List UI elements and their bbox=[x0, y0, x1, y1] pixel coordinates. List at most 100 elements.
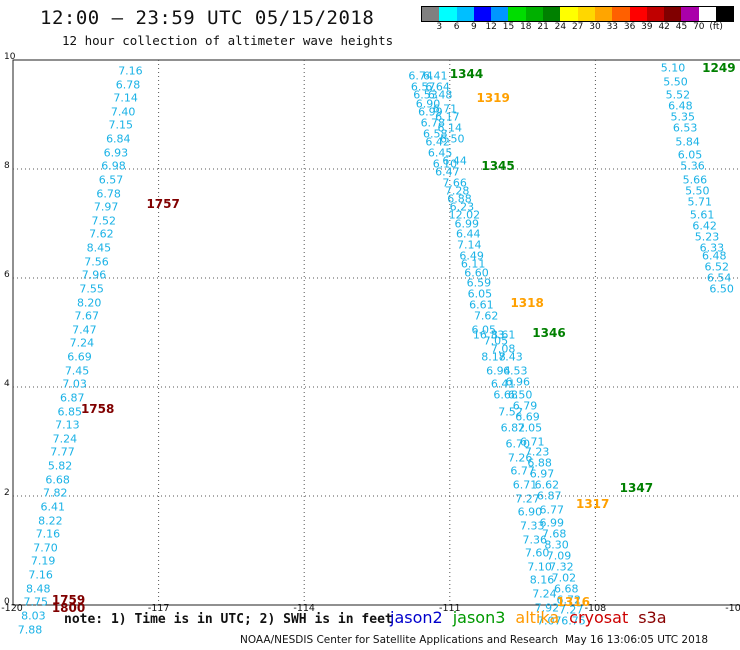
wave-height-map: 7.16 6.78 7.14 7.40 7.15 6.84 6.93 6.98 6.57 6.78… bbox=[12, 59, 740, 635]
legend-label: (ft) bbox=[709, 22, 723, 32]
generated-timestamp: May 16 13:06:05 UTC 2018 bbox=[565, 634, 709, 646]
wave-height-value: 6.50 bbox=[709, 282, 734, 296]
wave-height-value: 6.53 bbox=[503, 364, 528, 378]
legend-swatch bbox=[594, 7, 613, 21]
wave-height-value: 5.61 bbox=[689, 208, 715, 222]
wave-height-value: 16.33 bbox=[472, 328, 505, 342]
page-subtitle: 12 hour collection of altimeter wave hei… bbox=[62, 33, 394, 48]
wave-height-value: 7.40 bbox=[110, 105, 136, 119]
wave-height-value: 6.59 bbox=[466, 276, 492, 290]
map-grid bbox=[12, 59, 740, 606]
wave-height-value: 6.71 bbox=[512, 478, 538, 492]
wave-height-value: 6.74 bbox=[408, 69, 433, 83]
wave-height-value: 6.17 bbox=[435, 110, 460, 124]
legend-swatch bbox=[508, 7, 526, 21]
wave-height-value: 7.62 bbox=[89, 227, 114, 241]
wave-height-value: 7.09 bbox=[546, 549, 572, 563]
wave-height-value: 6.69 bbox=[515, 410, 540, 424]
lat-tick-label: 0 bbox=[4, 597, 10, 607]
wave-height-value: 6.48 bbox=[702, 249, 727, 263]
wave-height-value: 6.54 bbox=[706, 271, 732, 285]
legend-label: 27 bbox=[571, 22, 584, 32]
legend-swatch bbox=[473, 7, 492, 21]
wave-height-value: 6.48 bbox=[668, 99, 693, 113]
legend-swatch bbox=[612, 7, 630, 21]
lon-tick-label: -111 bbox=[439, 603, 461, 614]
wave-height-value: 8.16 bbox=[529, 573, 555, 587]
wave-height-value: 8.48 bbox=[25, 582, 51, 596]
wave-height-value: 6.42 bbox=[425, 135, 450, 149]
legend-swatch bbox=[629, 7, 647, 21]
credit-line: NOAA/NESDIS Center for Satellite Applica… bbox=[240, 634, 558, 646]
wave-height-value: 5.82 bbox=[47, 459, 73, 473]
wave-height-value: 6.58 bbox=[422, 127, 448, 141]
legend-label: 42 bbox=[658, 22, 670, 32]
pass-time-label: 1346 bbox=[532, 325, 566, 340]
wave-height-value: 6.72 bbox=[556, 593, 581, 607]
wave-height-value: 6.82 bbox=[500, 421, 526, 435]
wave-height-value: 7.68 bbox=[541, 527, 567, 541]
wave-height-value: 5.35 bbox=[670, 110, 696, 124]
wave-height-value: 6.88 bbox=[447, 192, 472, 206]
wave-height-value: 6.23 bbox=[449, 200, 475, 214]
wave-height-value: 5.36 bbox=[680, 159, 705, 173]
lon-tick-label: -117 bbox=[147, 603, 170, 614]
wave-height-value: 6.41 bbox=[490, 377, 516, 391]
pass-time-label: 1758 bbox=[80, 401, 115, 416]
wave-height-value: 5.66 bbox=[682, 173, 708, 187]
wave-height-value: 6.97 bbox=[529, 467, 555, 481]
wave-height-value: 8.45 bbox=[86, 241, 112, 255]
wave-height-value: 6.85 bbox=[57, 405, 83, 419]
wave-height-value: 6.50 bbox=[507, 388, 533, 402]
wave-height-value: 6.99 bbox=[539, 516, 564, 530]
legend-label: 9 bbox=[471, 22, 477, 32]
color-legend-bar bbox=[421, 6, 735, 22]
wave-height-value: 6.60 bbox=[464, 266, 489, 280]
legend-label: 70 bbox=[693, 22, 705, 32]
wave-height-value: 7.07 bbox=[537, 614, 562, 628]
wave-height-value: 6.33 bbox=[699, 241, 725, 255]
wave-height-value: 8.30 bbox=[544, 538, 569, 552]
wave-height-value: 6.96 bbox=[505, 375, 530, 389]
lat-tick-label: 4 bbox=[4, 379, 10, 389]
wave-height-value: 6.90 bbox=[517, 505, 543, 519]
map-frame bbox=[12, 59, 740, 606]
lon-tick-label: -108 bbox=[584, 603, 607, 614]
units-note: note: 1) Time is in UTC; 2) SWH is in fe… bbox=[64, 612, 393, 627]
lat-tick-label: 2 bbox=[4, 488, 10, 498]
wave-height-value: 6.05 bbox=[467, 287, 493, 301]
wave-height-value: 7.28 bbox=[444, 184, 470, 198]
wave-height-value: 7.47 bbox=[72, 323, 97, 337]
wave-height-value: 6.75 bbox=[561, 614, 586, 628]
wave-height-value: 7.24 bbox=[69, 336, 95, 350]
wave-height-value: 6.11 bbox=[460, 257, 486, 271]
wave-height-value: 7.70 bbox=[33, 541, 58, 555]
lat-tick-label: 10 bbox=[4, 52, 16, 62]
wave-height-value: 6.61 bbox=[469, 298, 494, 312]
wave-height-value: 6.69 bbox=[67, 350, 92, 364]
wave-height-value: 5.71 bbox=[687, 195, 712, 209]
lon-tick-label: -10 bbox=[725, 603, 740, 614]
pass-time-label: 1759 bbox=[51, 592, 86, 607]
wave-height-value: 7.13 bbox=[55, 418, 80, 432]
wave-height-value: 8.03 bbox=[21, 609, 46, 623]
wave-height-value: 5.52 bbox=[665, 88, 691, 102]
satellite-legend-item: cryosat bbox=[569, 608, 629, 627]
legend-swatch bbox=[491, 7, 509, 21]
legend-label: 15 bbox=[502, 22, 515, 32]
legend-swatch bbox=[543, 7, 561, 21]
wave-height-value: 7.55 bbox=[79, 282, 104, 296]
pass-time-label: 1319 bbox=[476, 91, 510, 106]
satellite-legend: jason2 jason3 altika cryosat s3a bbox=[390, 608, 677, 627]
legend-label: 39 bbox=[641, 22, 653, 32]
wave-height-value: 7.62 bbox=[473, 309, 499, 323]
lon-tick-label: -120 bbox=[1, 603, 23, 614]
wave-height-value: 7.88 bbox=[17, 623, 43, 637]
color-legend-labels: 3 6 9 12 15 18 21 24 27 30 33 36 39 42 45 70 (ft) bbox=[421, 22, 740, 34]
pass-time-label: 1345 bbox=[481, 159, 515, 174]
wave-height-value: 7.43 bbox=[498, 350, 523, 364]
legend-swatch bbox=[664, 7, 682, 21]
wave-height-value: 6.44 bbox=[442, 154, 467, 168]
wave-height-value: 5.50 bbox=[685, 184, 710, 198]
wave-height-value: 6.93 bbox=[103, 146, 129, 160]
